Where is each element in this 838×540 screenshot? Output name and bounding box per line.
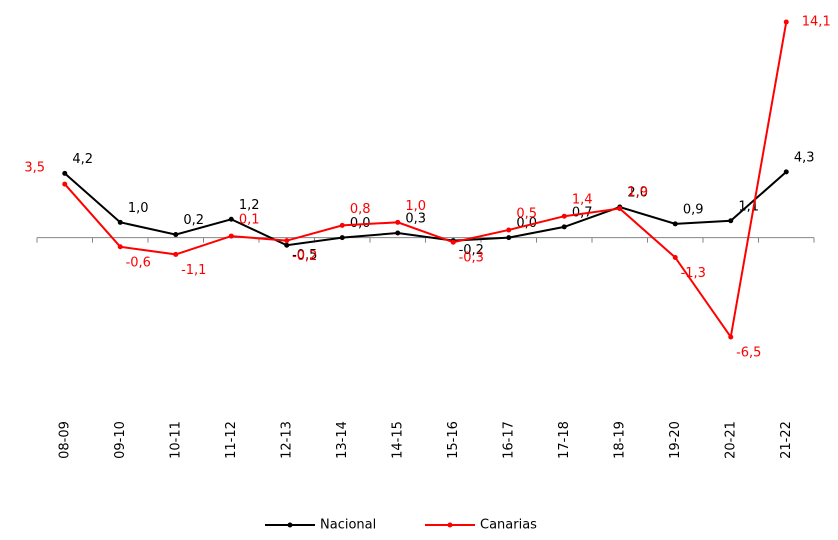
x-tick-label: 20-21 (723, 421, 738, 459)
x-tick-label: 14-15 (390, 421, 405, 459)
data-label: 1,4 (572, 193, 593, 208)
data-point (728, 218, 734, 224)
data-label: -0,5 (292, 248, 317, 263)
x-tick-label: 19-20 (668, 421, 683, 459)
x-tick-label: 13-14 (335, 421, 350, 459)
data-label: 1,1 (738, 199, 759, 214)
x-tick-label: 10-11 (168, 421, 183, 459)
data-point (395, 230, 401, 236)
data-label: 3,5 (24, 161, 45, 176)
data-point (228, 233, 234, 239)
data-label: 0,2 (183, 213, 204, 228)
data-point (561, 224, 567, 230)
data-label: 0,5 (516, 206, 537, 221)
data-point (173, 251, 179, 257)
series-line (64, 21, 788, 340)
x-tick-label: 16-17 (501, 421, 516, 459)
series-line (64, 171, 787, 247)
data-point (228, 216, 234, 222)
data-point (672, 221, 678, 227)
data-label: 0,3 (405, 212, 426, 227)
x-tick-label: 21-22 (779, 421, 794, 459)
data-label: 1,0 (128, 201, 149, 216)
x-tick-label: 11-12 (224, 421, 239, 459)
x-tick-label: 12-13 (279, 421, 294, 459)
data-point (62, 170, 68, 176)
data-point (450, 239, 456, 245)
data-point (506, 235, 512, 241)
x-tick-label: 15-16 (446, 421, 461, 459)
data-point (173, 232, 179, 238)
x-tick-label: 09-10 (113, 421, 128, 459)
data-label: -6,5 (736, 346, 761, 361)
data-label: -1,3 (681, 266, 706, 281)
data-label: -1,1 (181, 263, 206, 278)
data-point (395, 219, 401, 225)
data-label: 1,0 (405, 199, 426, 214)
data-point (561, 213, 567, 219)
x-tick-label: 08-09 (57, 421, 72, 459)
x-tick-label: 18-19 (612, 421, 627, 459)
data-label: 0,9 (683, 202, 704, 217)
data-label: 1,2 (239, 198, 260, 213)
data-point (284, 242, 290, 248)
data-label: 4,3 (794, 150, 815, 165)
data-point (783, 19, 789, 25)
legend-label: Nacional (320, 518, 376, 533)
legend-marker (287, 522, 293, 528)
data-label: 1,9 (627, 185, 648, 200)
data-point (672, 254, 678, 260)
data-label: -0,2 (292, 249, 317, 264)
data-label: -0,6 (126, 255, 151, 270)
data-point (617, 206, 623, 212)
data-label: 0,8 (350, 202, 371, 217)
data-label: 0,1 (239, 213, 260, 228)
data-point (284, 238, 290, 244)
legend-label: Canarias (480, 518, 537, 533)
data-point (506, 227, 512, 233)
data-point (117, 244, 123, 250)
data-point (728, 334, 734, 340)
data-label: -0,3 (459, 251, 484, 266)
data-point (117, 219, 123, 225)
data-point (339, 235, 345, 241)
data-point (783, 169, 789, 175)
x-tick-label: 17-18 (557, 421, 572, 459)
data-label: 14,1 (802, 15, 831, 30)
data-point (339, 222, 345, 228)
data-point (62, 181, 68, 187)
data-label: 4,2 (72, 152, 93, 167)
data-label: -0,2 (459, 243, 484, 258)
legend-marker (447, 522, 453, 528)
data-label: 2,0 (627, 186, 648, 201)
